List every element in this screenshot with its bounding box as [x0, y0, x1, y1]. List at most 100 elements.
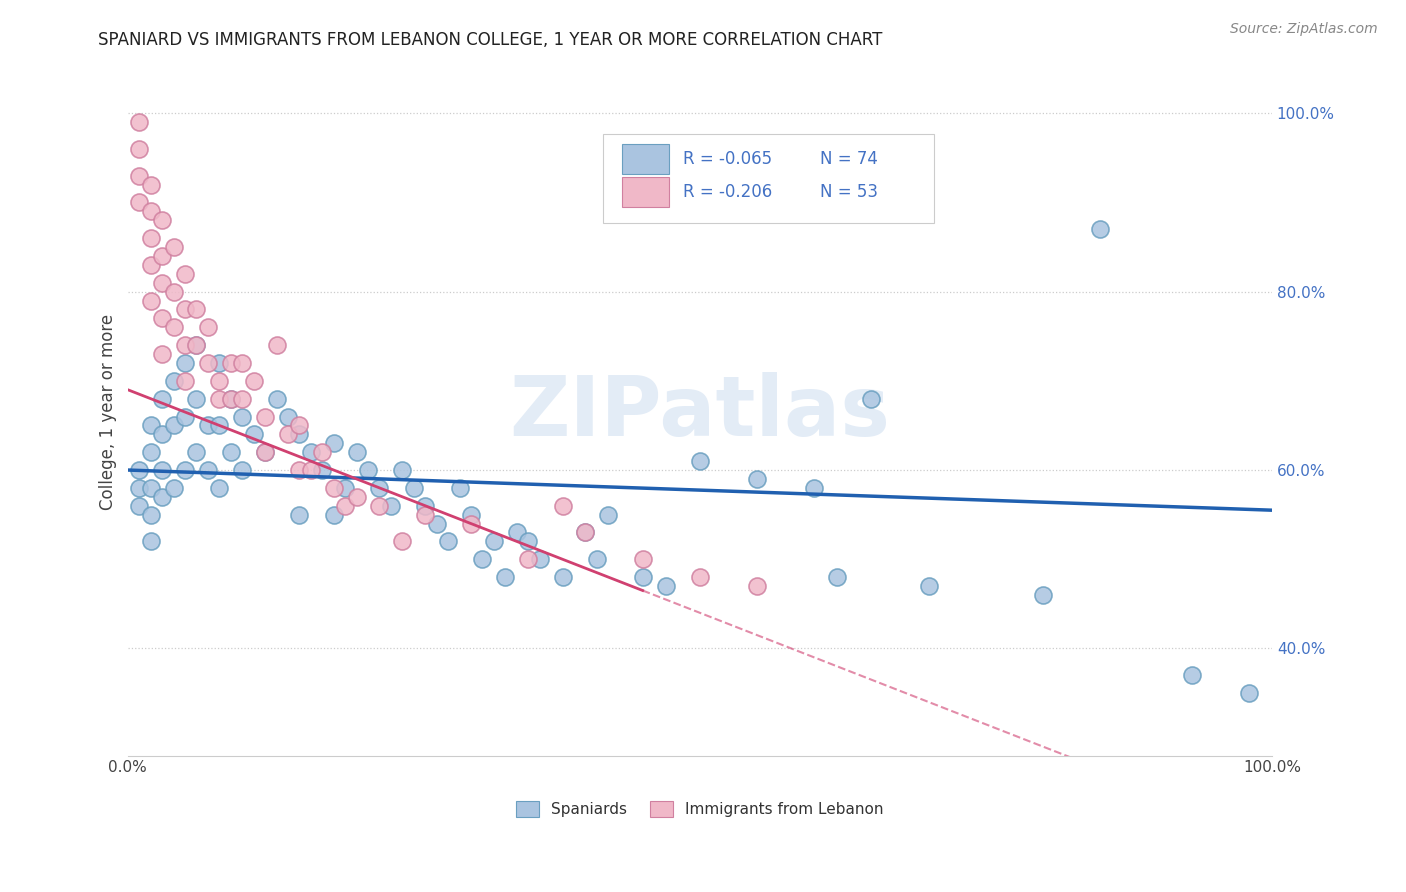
Point [174, 338, 197, 352]
Point [277, 409, 299, 424]
Point [322, 508, 344, 522]
Point [162, 481, 184, 495]
Point [574, 525, 596, 540]
Point [494, 570, 516, 584]
Point [128, 169, 150, 183]
Point [346, 490, 368, 504]
Point [139, 534, 162, 549]
Point [482, 534, 505, 549]
Text: R = -0.065: R = -0.065 [683, 150, 772, 169]
Text: ZIPatlas: ZIPatlas [509, 372, 890, 452]
Point [860, 392, 883, 406]
Point [150, 347, 173, 361]
Point [139, 178, 162, 192]
Point [150, 490, 173, 504]
Point [186, 338, 208, 352]
Point [311, 463, 333, 477]
Point [139, 508, 162, 522]
Point [517, 534, 540, 549]
Point [128, 499, 150, 513]
Point [150, 463, 173, 477]
Point [208, 392, 231, 406]
Point [413, 508, 436, 522]
Point [139, 293, 162, 308]
Point [128, 142, 150, 156]
Point [231, 463, 253, 477]
Point [139, 445, 162, 459]
Point [186, 445, 208, 459]
Point [139, 231, 162, 245]
Point [150, 213, 173, 227]
Point [174, 409, 197, 424]
Point [231, 392, 253, 406]
Point [426, 516, 449, 531]
Point [128, 115, 150, 129]
Text: SPANIARD VS IMMIGRANTS FROM LEBANON COLLEGE, 1 YEAR OR MORE CORRELATION CHART: SPANIARD VS IMMIGRANTS FROM LEBANON COLL… [98, 31, 883, 49]
Text: R = -0.206: R = -0.206 [683, 183, 772, 202]
Point [574, 525, 596, 540]
Point [266, 392, 288, 406]
Point [128, 481, 150, 495]
Point [825, 570, 848, 584]
Point [208, 481, 231, 495]
Point [631, 552, 654, 566]
Point [745, 579, 768, 593]
Point [402, 481, 425, 495]
Point [288, 508, 311, 522]
Point [391, 534, 413, 549]
Point [219, 356, 242, 370]
Point [1181, 668, 1204, 682]
Point [174, 302, 197, 317]
Point [128, 463, 150, 477]
Point [150, 276, 173, 290]
Point [449, 481, 471, 495]
Text: N = 53: N = 53 [820, 183, 877, 202]
Point [162, 320, 184, 334]
Point [391, 463, 413, 477]
Point [413, 499, 436, 513]
Point [128, 195, 150, 210]
Point [333, 481, 356, 495]
Point [357, 463, 380, 477]
Point [186, 338, 208, 352]
Point [1090, 222, 1112, 236]
Point [242, 427, 264, 442]
Point [162, 418, 184, 433]
Point [654, 579, 676, 593]
Point [197, 320, 219, 334]
Point [311, 445, 333, 459]
Point [208, 418, 231, 433]
Point [471, 552, 494, 566]
Point [208, 356, 231, 370]
Point [139, 204, 162, 219]
Point [254, 445, 277, 459]
Point [197, 463, 219, 477]
Point [299, 445, 322, 459]
Point [186, 392, 208, 406]
Point [277, 427, 299, 442]
Point [551, 499, 574, 513]
Point [299, 463, 322, 477]
Point [219, 445, 242, 459]
Point [174, 267, 197, 281]
Point [529, 552, 551, 566]
Point [598, 508, 620, 522]
Point [139, 258, 162, 272]
FancyBboxPatch shape [603, 134, 935, 223]
Point [139, 481, 162, 495]
Point [197, 356, 219, 370]
Point [219, 392, 242, 406]
Point [460, 516, 482, 531]
Point [631, 570, 654, 584]
Point [917, 579, 939, 593]
Point [689, 570, 711, 584]
Point [174, 356, 197, 370]
Point [208, 374, 231, 388]
Point [174, 463, 197, 477]
Point [803, 481, 825, 495]
Point [254, 409, 277, 424]
Point [174, 374, 197, 388]
Point [288, 418, 311, 433]
Point [288, 427, 311, 442]
Point [689, 454, 711, 468]
